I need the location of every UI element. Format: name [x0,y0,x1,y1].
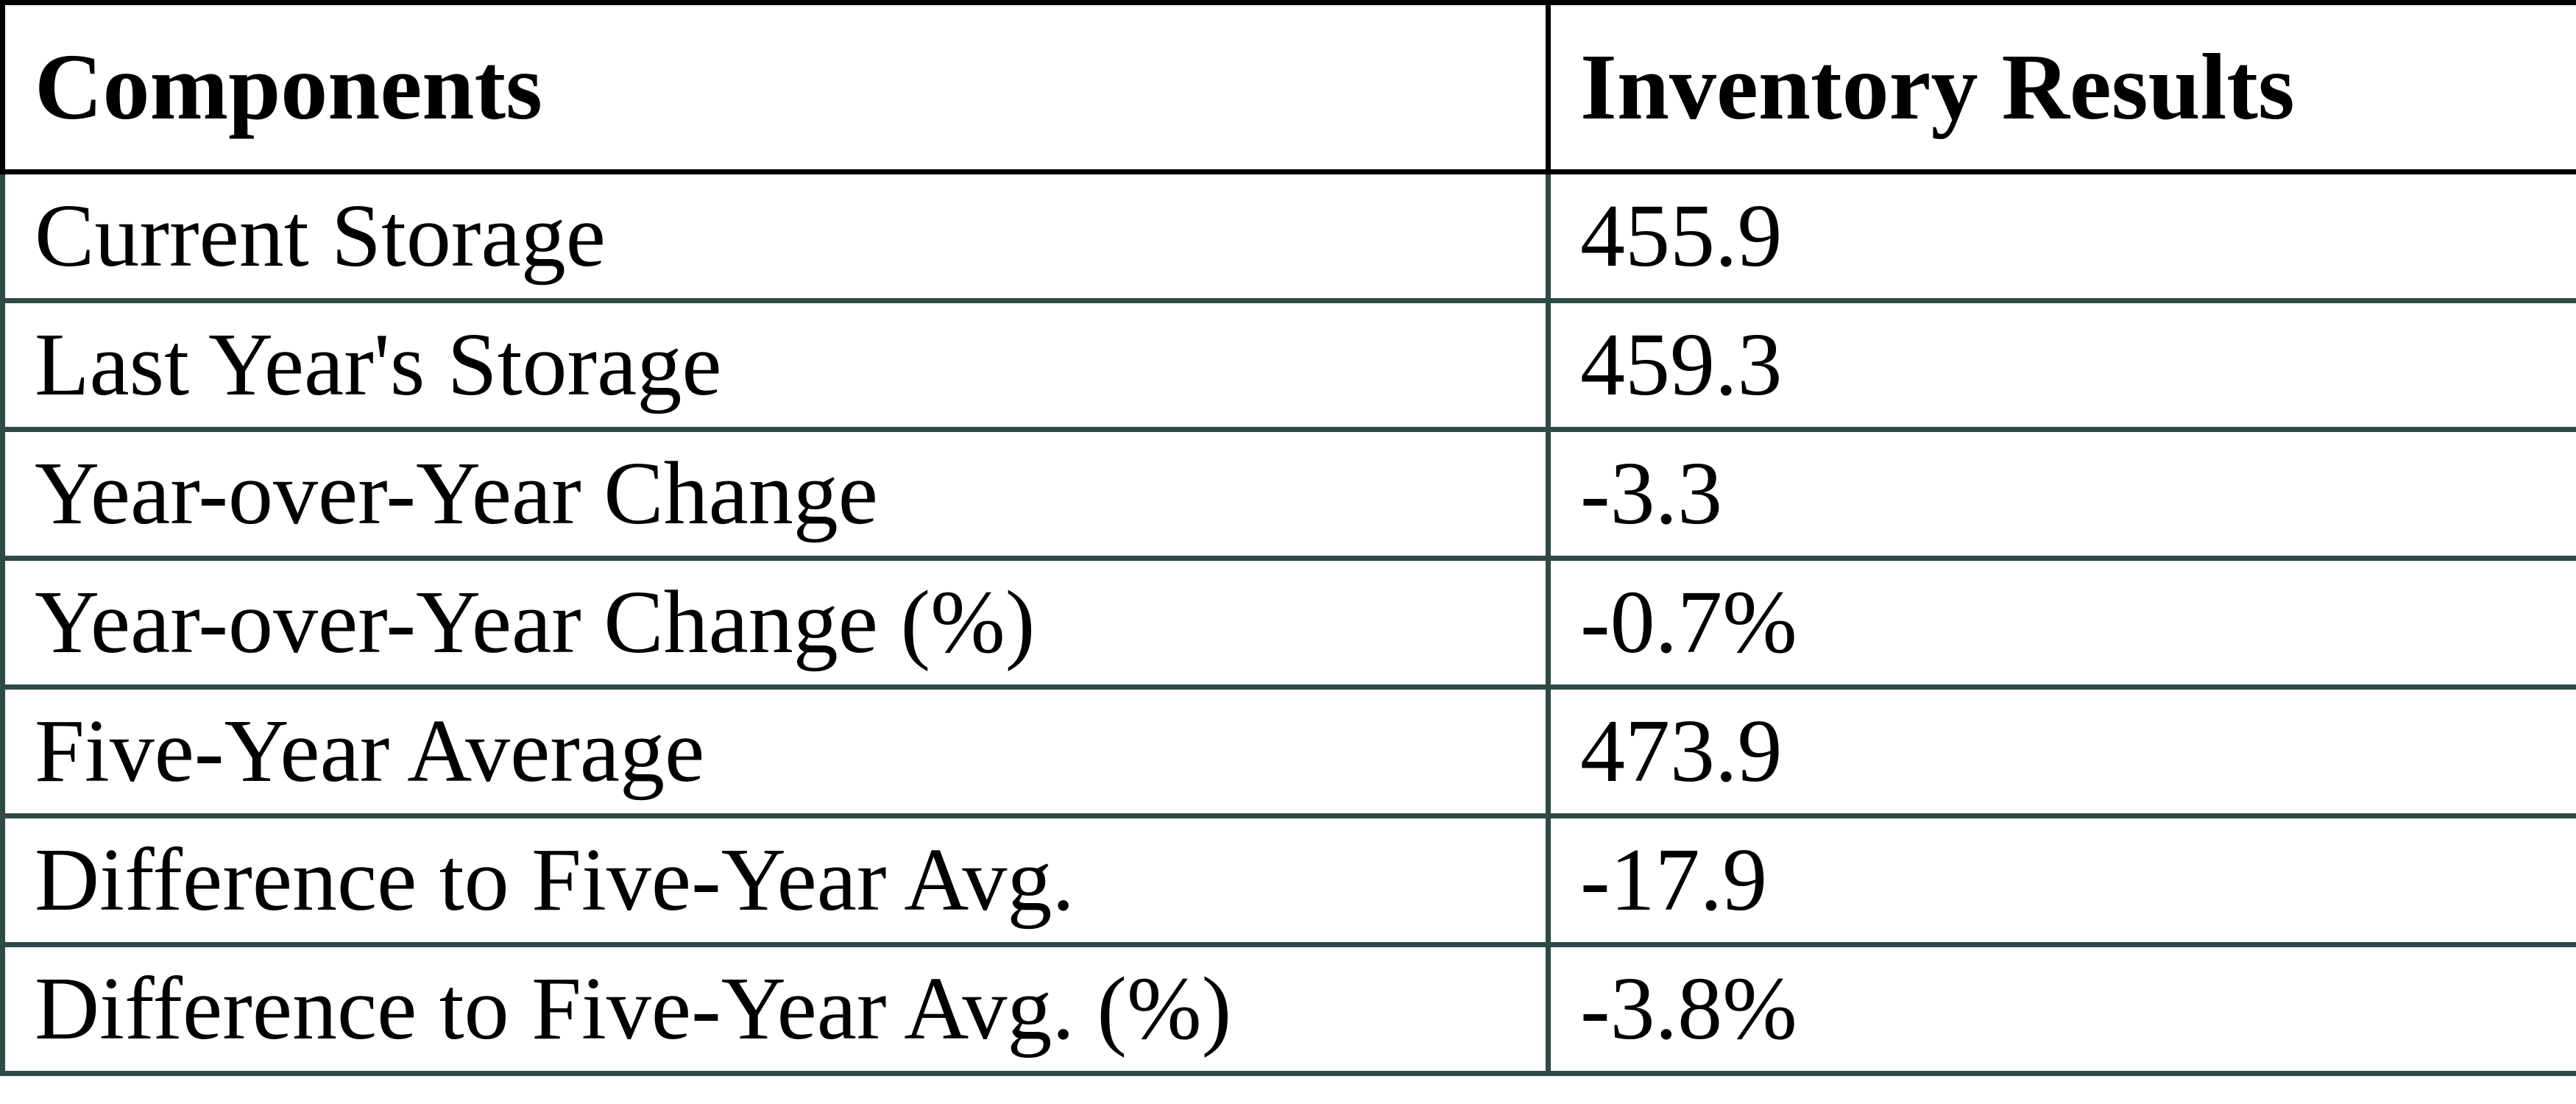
table-row: Year-over-Year Change (%) -0.7% [0,556,2576,690]
value-cell: 455.9 [1546,169,2576,303]
component-cell: Current Storage [0,169,1551,303]
column-header-components: Components [0,0,1551,174]
component-cell: Difference to Five-Year Avg. (%) [0,942,1551,1076]
value-cell: 473.9 [1546,684,2576,818]
component-cell: Difference to Five-Year Avg. [0,813,1551,947]
value-cell: -17.9 [1546,813,2576,947]
component-cell: Five-Year Average [0,684,1551,818]
inventory-results-table: Components Inventory Results Current Sto… [0,0,2576,1076]
table-row: Last Year's Storage 459.3 [0,298,2576,432]
component-cell: Last Year's Storage [0,298,1551,432]
value-cell: 459.3 [1546,298,2576,432]
value-cell: -3.3 [1546,427,2576,561]
value-cell: -3.8% [1546,942,2576,1076]
table-row: Five-Year Average 473.9 [0,684,2576,818]
table-row: Difference to Five-Year Avg. -17.9 [0,813,2576,947]
component-cell: Year-over-Year Change [0,427,1551,561]
table-header-row: Components Inventory Results [0,0,2576,174]
component-cell: Year-over-Year Change (%) [0,556,1551,690]
table-row: Difference to Five-Year Avg. (%) -3.8% [0,942,2576,1076]
column-header-inventory-results: Inventory Results [1546,0,2576,174]
table-row: Current Storage 455.9 [0,169,2576,303]
table-row: Year-over-Year Change -3.3 [0,427,2576,561]
value-cell: -0.7% [1546,556,2576,690]
